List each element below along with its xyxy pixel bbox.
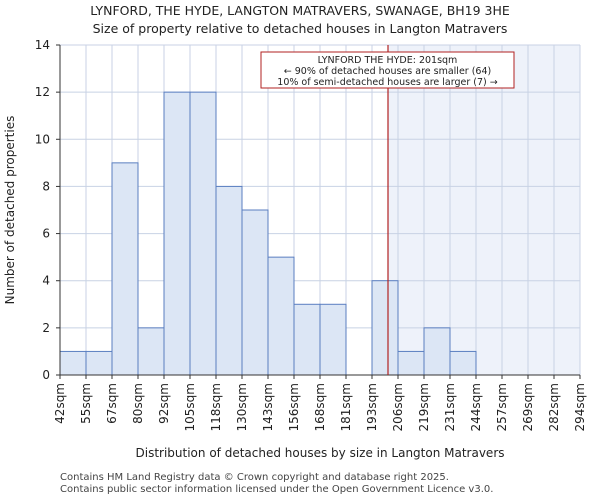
annotation-box (260, 51, 515, 89)
bar-118sqm (215, 185, 243, 376)
x-tick-label: 118sqm (209, 383, 223, 431)
x-tick-label: 80sqm (131, 383, 145, 424)
bar-92sqm (163, 91, 191, 376)
x-axis-title: Distribution of detached houses by size … (136, 446, 505, 460)
annotation-line-3: 10% of semi-detached houses are larger (… (277, 77, 497, 88)
x-tick-label: 55sqm (79, 383, 93, 424)
y-axis-title: Number of detached properties (3, 116, 17, 305)
x-tick-label: 206sqm (391, 383, 405, 431)
x-tick-label: 231sqm (443, 383, 457, 431)
x-tick-label: 269sqm (521, 383, 535, 431)
y-tick-label: 12 (35, 85, 50, 99)
y-tick-label: 10 (35, 132, 50, 146)
annotation-line-2: ← 90% of detached houses are smaller (64… (284, 66, 491, 77)
y-tick-label: 14 (35, 38, 50, 52)
y-tick-label: 6 (42, 227, 50, 241)
x-tick-label: 130sqm (235, 383, 249, 431)
bar-206sqm (397, 350, 425, 376)
x-tick-label: 282sqm (547, 383, 561, 431)
bar-168sqm (319, 303, 347, 376)
x-tick-label: 42sqm (53, 383, 67, 424)
y-tick-label: 0 (42, 368, 50, 382)
chart-subtitle: Size of property relative to detached ho… (92, 21, 508, 36)
bar-80sqm (137, 327, 165, 376)
bar-193sqm (371, 280, 399, 376)
bar-231sqm (449, 350, 477, 376)
x-tick-label: 181sqm (339, 383, 353, 431)
bar-143sqm (267, 256, 295, 376)
chart-title: LYNFORD, THE HYDE, LANGTON MATRAVERS, SW… (90, 3, 510, 18)
x-tick-label: 156sqm (287, 383, 301, 431)
footer-line-1: Contains HM Land Registry data © Crown c… (60, 472, 449, 483)
x-tick-label: 105sqm (183, 383, 197, 431)
bar-67sqm (111, 162, 139, 376)
x-tick-label: 143sqm (261, 383, 275, 431)
x-tick-label: 257sqm (495, 383, 509, 431)
y-tick-label: 8 (42, 179, 50, 193)
x-tick-label: 219sqm (417, 383, 431, 431)
x-tick-label: 168sqm (313, 383, 327, 431)
footer-line-2: Contains public sector information licen… (60, 484, 494, 495)
bar-105sqm (189, 91, 217, 376)
x-tick-label: 294sqm (573, 383, 587, 431)
bar-156sqm (293, 303, 321, 376)
y-tick-label: 2 (42, 321, 50, 335)
x-tick-label: 92sqm (157, 383, 171, 424)
bar-42sqm (59, 350, 87, 376)
bar-130sqm (241, 209, 269, 376)
x-tick-label: 244sqm (469, 383, 483, 431)
x-tick-label: 193sqm (365, 383, 379, 431)
bar-219sqm (423, 327, 451, 376)
highlight-region (388, 45, 580, 375)
annotation-line-1: LYNFORD THE HYDE: 201sqm (318, 55, 458, 66)
bar-55sqm (85, 350, 113, 376)
y-tick-label: 4 (42, 274, 50, 288)
x-tick-label: 67sqm (105, 383, 119, 424)
